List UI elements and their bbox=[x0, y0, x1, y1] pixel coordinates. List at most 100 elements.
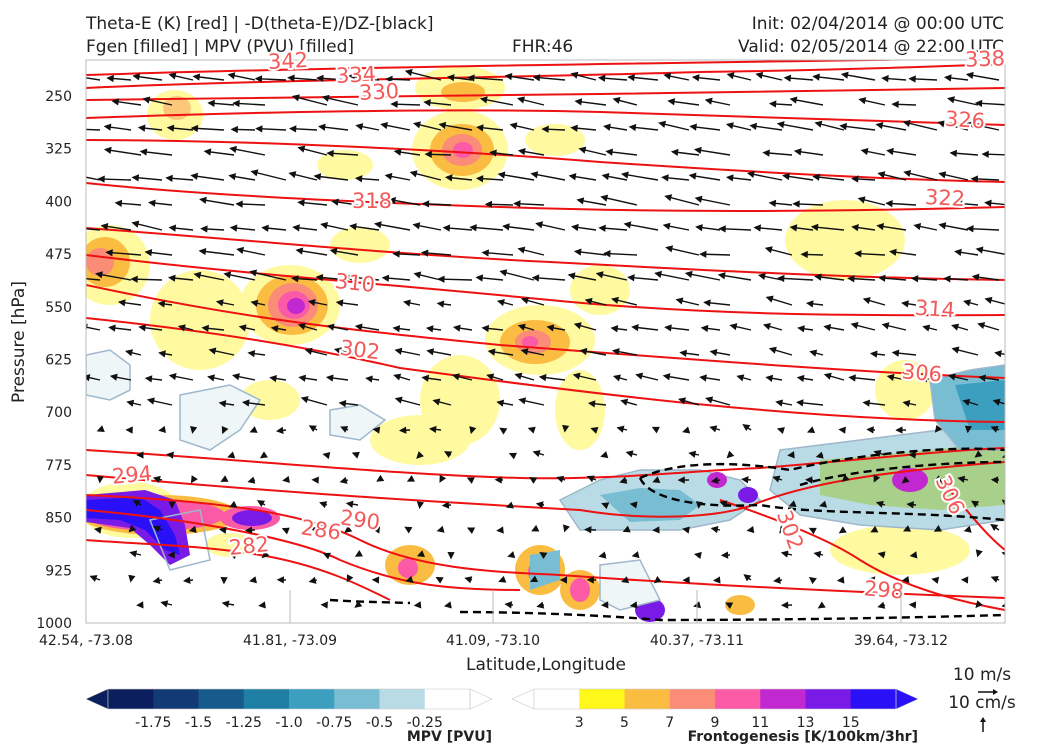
wind-vector-head bbox=[746, 525, 755, 534]
wind-vector-head bbox=[275, 426, 284, 434]
theta-e-label: 282 bbox=[228, 532, 270, 560]
wind-vector-head bbox=[190, 172, 199, 180]
wind-vector-head bbox=[819, 500, 828, 508]
wind-vector-head bbox=[587, 400, 596, 408]
wind-vector-head bbox=[870, 525, 879, 533]
wind-vector-head bbox=[762, 323, 771, 331]
mpv-colorbar-label: MPV [PVU] bbox=[407, 729, 492, 745]
wind-vector-head bbox=[600, 601, 609, 609]
wind-vector-head bbox=[851, 224, 859, 232]
wind-vector-head bbox=[654, 270, 662, 279]
wind-vector-head bbox=[261, 224, 269, 232]
wind-vector-head bbox=[934, 424, 943, 433]
wind-vector-head bbox=[144, 249, 153, 257]
wind-vector-head bbox=[743, 574, 752, 582]
wind-vector bbox=[375, 223, 411, 231]
wind-vector-head bbox=[436, 300, 445, 308]
vector-key: 10 m/s 10 cm/s bbox=[948, 665, 1016, 732]
wind-vector-head bbox=[76, 174, 81, 179]
wind-vector-head bbox=[505, 501, 514, 509]
wind-vector-head bbox=[208, 347, 217, 355]
wind-vector-head bbox=[974, 99, 983, 107]
wind-vector-head bbox=[326, 323, 335, 331]
wind-vector-head bbox=[413, 271, 422, 279]
wind-vector-head bbox=[261, 550, 270, 559]
wind-vector-head bbox=[166, 124, 175, 132]
wind-vector-head bbox=[796, 374, 805, 383]
wind-vector-head bbox=[466, 477, 475, 484]
wind-vector-head bbox=[530, 171, 539, 179]
wind-vector-head bbox=[789, 224, 798, 232]
wind-vector-head bbox=[201, 324, 209, 333]
wind-vector-head bbox=[651, 426, 660, 434]
wind-vector-head bbox=[612, 96, 621, 104]
wind-vector-head bbox=[601, 172, 610, 181]
wind-vector-head bbox=[442, 224, 451, 232]
wind-vector-head bbox=[920, 375, 928, 383]
y-axis-ticks: 250 325 400 475 550 625 700 775 850 925 1000 bbox=[36, 89, 72, 632]
wind-vector bbox=[686, 272, 721, 281]
wind-vector-head bbox=[466, 527, 476, 535]
wind-vector-head bbox=[513, 200, 521, 208]
wind-vector-head bbox=[469, 426, 477, 435]
wind-vector-head bbox=[198, 247, 207, 256]
wind-vector-head bbox=[420, 249, 429, 257]
theta-e-label: 322 bbox=[924, 185, 965, 211]
colorbar-swatch bbox=[760, 689, 806, 709]
wind-vector-head bbox=[446, 74, 455, 82]
wind-vector-head bbox=[344, 525, 353, 533]
wind-vector-head bbox=[254, 75, 263, 83]
wind-vector-head bbox=[902, 400, 911, 408]
wind-vector-head bbox=[586, 576, 594, 584]
wind-vector bbox=[601, 196, 638, 206]
wind-vector-head bbox=[125, 477, 134, 484]
wind-vector-head bbox=[902, 525, 912, 532]
wind-vector bbox=[468, 76, 504, 81]
wind-vector-head bbox=[428, 425, 437, 434]
wind-vector-head bbox=[621, 171, 629, 179]
y-tick-label: 325 bbox=[45, 142, 72, 158]
wind-vector-head bbox=[704, 97, 713, 105]
wind-vector-head bbox=[823, 372, 832, 380]
wind-vector-head bbox=[218, 400, 227, 408]
wind-vector-head bbox=[100, 222, 109, 231]
wind-vector-head bbox=[331, 198, 339, 206]
wind-vector-head bbox=[688, 450, 697, 458]
wind-vector-head bbox=[380, 121, 388, 130]
wind-vector-head bbox=[249, 426, 258, 433]
wind-vector-head bbox=[974, 450, 983, 458]
wind-vector-head bbox=[229, 224, 238, 232]
wind-vector-head bbox=[815, 451, 824, 459]
wind-vector-head bbox=[693, 146, 702, 155]
wind-vector-head bbox=[963, 525, 972, 533]
wind-vector-head bbox=[783, 74, 792, 82]
wind-vector-head bbox=[291, 275, 299, 283]
wind-vector-head bbox=[228, 173, 237, 181]
wind-vector-head bbox=[933, 475, 942, 482]
wind-vector bbox=[323, 96, 359, 106]
wind-vector-head bbox=[489, 149, 497, 157]
wind-vector-head bbox=[106, 74, 114, 83]
wind-vector-head bbox=[776, 121, 785, 129]
wind-vector-head bbox=[207, 99, 215, 108]
wind-vector-head bbox=[131, 174, 140, 182]
wind-vector-head bbox=[578, 146, 587, 154]
colorbar-tick-label: 11 bbox=[751, 715, 769, 731]
wind-vector-head bbox=[889, 248, 897, 256]
wind-vector-head bbox=[325, 374, 334, 382]
wind-vector-head bbox=[603, 250, 611, 258]
wind-vector-head bbox=[507, 551, 516, 559]
wind-vector-head bbox=[487, 348, 496, 356]
wind-vector-head bbox=[933, 525, 942, 532]
wind-vector-head bbox=[467, 74, 475, 82]
wind-vector-head bbox=[662, 222, 671, 230]
wind-vector-head bbox=[741, 476, 749, 484]
wind-vector-head bbox=[628, 123, 637, 132]
wind-vector-head bbox=[247, 476, 256, 484]
wind-vector-head bbox=[227, 451, 236, 459]
wind-vector-head bbox=[413, 601, 422, 609]
colorbar-swatch bbox=[850, 689, 897, 709]
wind-vector-head bbox=[621, 576, 630, 584]
wind-vector-head bbox=[146, 397, 155, 405]
wind-vector-head bbox=[443, 601, 452, 609]
